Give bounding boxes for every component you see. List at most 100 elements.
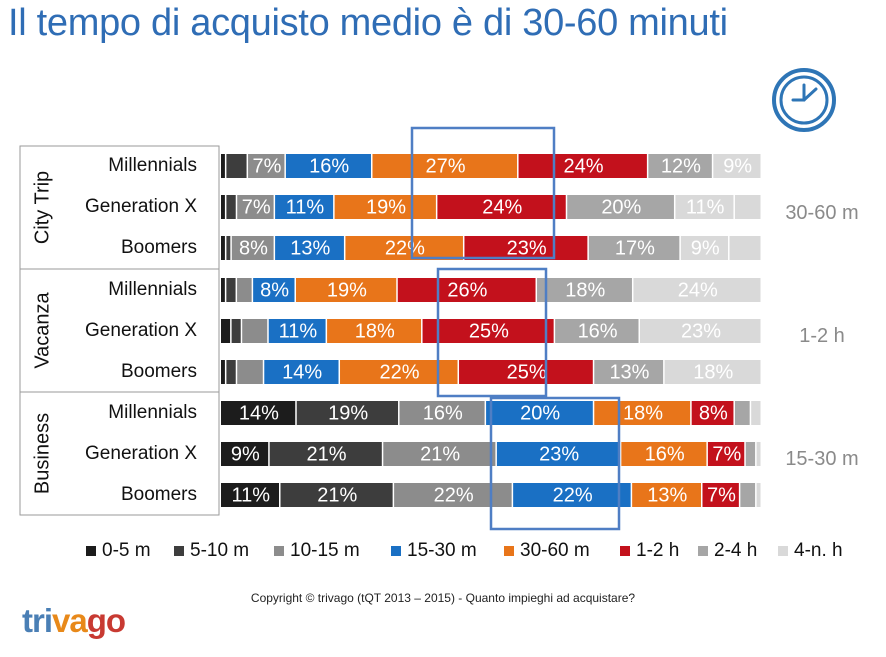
data-label: 12% <box>661 155 701 177</box>
bar-segment <box>372 154 518 178</box>
trivago-logo: trivago <box>22 602 126 639</box>
bar-segment <box>555 319 639 343</box>
bar-segment <box>221 401 296 425</box>
bar-segment <box>567 195 674 219</box>
data-label: 22% <box>380 361 420 383</box>
row-label: Boomers <box>121 361 197 382</box>
bar-segment <box>588 236 680 260</box>
bar-segment <box>632 483 701 507</box>
bar-segment <box>397 278 536 302</box>
bar-segment <box>664 360 761 384</box>
bar-segment <box>295 278 397 302</box>
highlight-box <box>436 267 548 398</box>
bar-segment <box>269 442 382 466</box>
row-label: Millennials <box>108 402 197 423</box>
group-median-label: 15-30 m <box>785 448 858 470</box>
data-label: 23% <box>507 237 547 259</box>
data-label: 25% <box>469 320 509 342</box>
data-label: 22% <box>553 484 593 506</box>
legend-label: 0-5 m <box>102 540 151 561</box>
legend-swatch <box>391 546 401 556</box>
bar-segment <box>459 360 593 384</box>
legend-swatch <box>504 546 514 556</box>
data-label: 8% <box>699 402 728 424</box>
legend-label: 5-10 m <box>190 540 249 561</box>
bar-segment <box>275 195 334 219</box>
data-label: 7% <box>707 484 736 506</box>
bar-segment <box>226 154 247 178</box>
bar-segment <box>226 236 231 260</box>
data-label: 9% <box>691 237 720 259</box>
data-label: 9% <box>723 155 752 177</box>
data-label: 11% <box>686 196 725 218</box>
bar-segment <box>221 483 280 507</box>
legend-label: 15-30 m <box>407 540 477 561</box>
legend-swatch <box>698 546 708 556</box>
bar-segment <box>707 442 745 466</box>
bar-segment <box>496 442 620 466</box>
bar-segment <box>633 278 761 302</box>
data-label: 19% <box>366 196 406 218</box>
row-label: Boomers <box>121 237 197 258</box>
bar-segment <box>280 483 393 507</box>
bar-segment <box>226 278 236 302</box>
legend-swatch <box>274 546 284 556</box>
bar-segment <box>345 236 463 260</box>
bar-segment <box>734 401 750 425</box>
data-label: 20% <box>601 196 641 218</box>
bar-segment <box>226 360 236 384</box>
bar-segment <box>537 278 632 302</box>
bar-segment <box>248 154 285 178</box>
data-label: 23% <box>539 443 579 465</box>
bar-segment <box>756 442 761 466</box>
data-label: 22% <box>434 484 474 506</box>
data-label: 27% <box>425 155 465 177</box>
page-title: Il tempo di acquisto medio è di 30-60 mi… <box>8 2 728 44</box>
bar-segment <box>729 236 761 260</box>
data-label: 18% <box>565 279 605 301</box>
data-label: 13% <box>647 484 687 506</box>
legend-label: 2-4 h <box>714 540 757 561</box>
data-label: 20% <box>520 402 560 424</box>
bar-segment <box>621 442 707 466</box>
highlight-box <box>410 126 556 260</box>
row-label: Millennials <box>108 279 197 300</box>
bar-segment <box>221 442 269 466</box>
bar-segment <box>268 319 326 343</box>
bar-segment <box>486 401 593 425</box>
data-label: 18% <box>623 402 663 424</box>
bar-segment <box>594 360 664 384</box>
bar-segment <box>226 195 236 219</box>
legend-swatch <box>620 546 630 556</box>
bar-segment <box>237 360 263 384</box>
bar-segment <box>334 195 436 219</box>
bar-segment <box>756 483 761 507</box>
data-label: 14% <box>282 361 322 383</box>
group-median-label: 30-60 m <box>785 202 858 224</box>
data-label: 23% <box>681 320 721 342</box>
legend-label: 4-n. h <box>794 540 843 561</box>
bar-segment <box>221 360 225 384</box>
data-label: 11% <box>286 196 325 218</box>
bar-segment <box>437 195 566 219</box>
data-label: 22% <box>385 237 425 259</box>
data-label: 7% <box>242 196 271 218</box>
legend-label: 30-60 m <box>520 540 590 561</box>
bar-segment <box>648 154 712 178</box>
bar-segment <box>740 483 756 507</box>
bar-segment <box>296 401 399 425</box>
data-label: 7% <box>712 443 741 465</box>
data-label: 16% <box>645 443 685 465</box>
bar-segment <box>231 319 241 343</box>
data-label: 18% <box>355 320 395 342</box>
bar-segment <box>242 319 268 343</box>
data-label: 18% <box>693 361 733 383</box>
bar-segment <box>702 483 739 507</box>
data-label: 25% <box>507 361 547 383</box>
group-label: Business <box>31 413 53 494</box>
data-label: 8% <box>260 279 289 301</box>
clock-icon <box>772 68 836 132</box>
group-label: Vacanza <box>31 291 53 368</box>
data-label: 17% <box>615 237 655 259</box>
data-label: 19% <box>328 402 368 424</box>
